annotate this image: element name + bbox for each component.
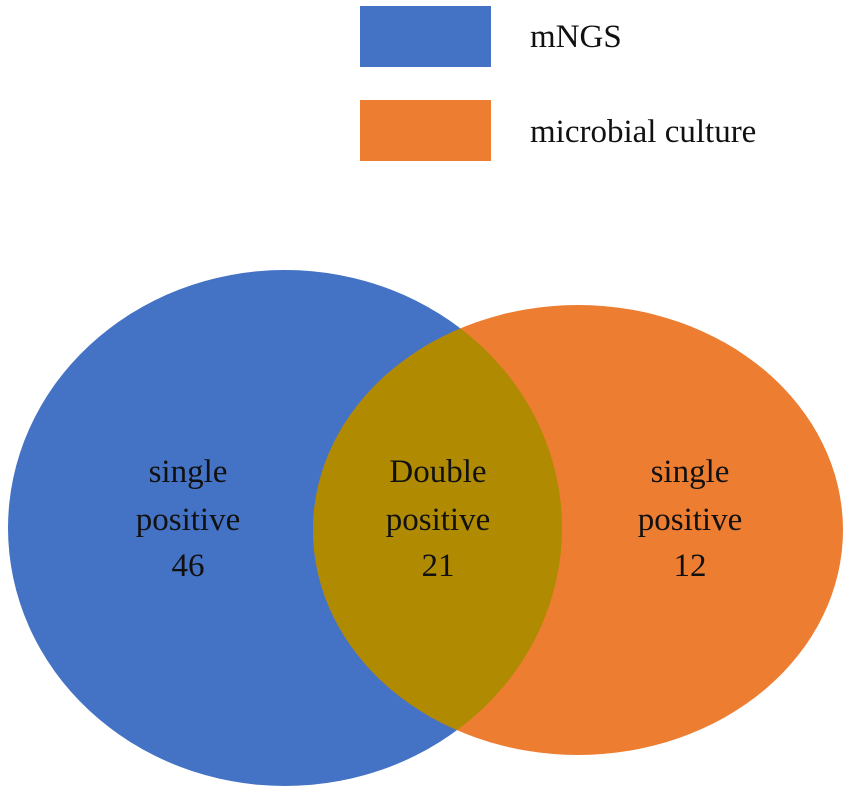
right-label-line-1: single	[651, 454, 730, 490]
right-label-line-2: positive	[638, 502, 743, 538]
overlap-region	[313, 305, 562, 755]
overlap-region-label: Double positive 21	[386, 454, 491, 584]
legend-swatch-culture	[360, 100, 491, 161]
left-count: 46	[172, 548, 205, 584]
left-region-label: single positive 46	[136, 454, 241, 584]
overlap-count: 21	[422, 548, 455, 584]
legend-label-mngs: mNGS	[530, 19, 622, 55]
legend-label-culture: microbial culture	[530, 114, 756, 150]
left-label-line-2: positive	[136, 502, 241, 538]
legend: mNGS microbial culture	[360, 6, 756, 161]
left-label-line-1: single	[149, 454, 228, 490]
right-count: 12	[674, 548, 707, 584]
overlap-label-line-2: positive	[386, 502, 491, 538]
right-region-label: single positive 12	[638, 454, 743, 584]
overlap-label-line-1: Double	[389, 454, 486, 490]
legend-swatch-mngs	[360, 6, 491, 67]
